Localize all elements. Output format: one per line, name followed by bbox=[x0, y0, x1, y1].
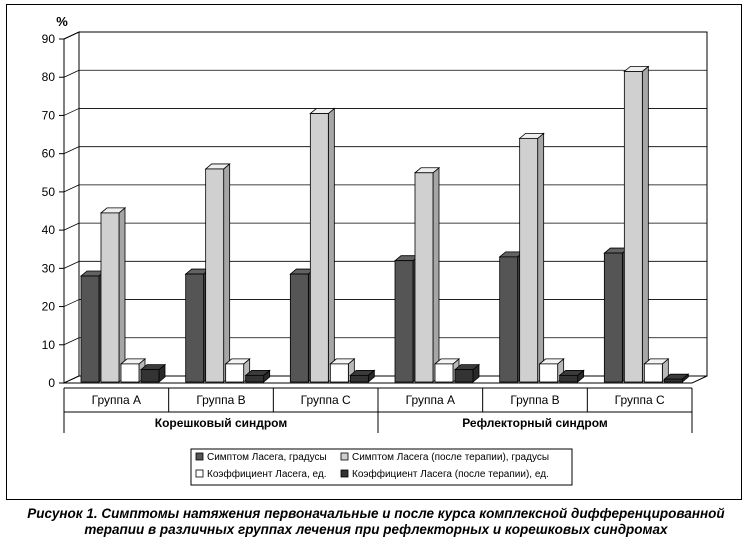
group-label: Рефлекторный синдром bbox=[462, 416, 608, 430]
category-label: Группа А bbox=[92, 393, 141, 407]
bar-side bbox=[641, 65, 649, 383]
bar bbox=[663, 378, 683, 383]
gridline-side bbox=[63, 108, 80, 116]
bar bbox=[623, 71, 643, 383]
bar bbox=[205, 168, 225, 383]
group-label: Корешковый синдром bbox=[155, 416, 288, 430]
bar bbox=[225, 363, 245, 383]
bar bbox=[309, 113, 329, 383]
bar-side bbox=[537, 132, 545, 383]
bar-side bbox=[432, 166, 440, 383]
category-label: Группа С bbox=[615, 393, 665, 407]
y-unit-label: % bbox=[56, 14, 68, 29]
y-tick-label: 80 bbox=[42, 70, 56, 84]
bar bbox=[643, 363, 663, 383]
bar bbox=[289, 273, 309, 383]
legend bbox=[190, 448, 573, 486]
legend-swatch bbox=[195, 469, 204, 478]
bar bbox=[434, 363, 454, 383]
gridline-side bbox=[63, 299, 80, 307]
legend-label: Симптом Ласега, градусы bbox=[207, 452, 327, 463]
y-tick-label: 20 bbox=[42, 300, 56, 314]
gridline-side bbox=[63, 337, 80, 346]
bar-side bbox=[118, 207, 126, 383]
y-tick-label: 90 bbox=[42, 32, 56, 46]
bar bbox=[185, 273, 205, 383]
gridline-side bbox=[63, 184, 80, 193]
bar bbox=[559, 374, 579, 383]
bar bbox=[414, 172, 434, 383]
bar bbox=[454, 369, 474, 383]
bar bbox=[519, 137, 539, 383]
figure-caption: Рисунок 1. Симптомы натяжения первоначал… bbox=[0, 506, 752, 538]
legend-swatch bbox=[195, 452, 204, 461]
bar bbox=[394, 260, 414, 383]
bar-side bbox=[223, 163, 231, 383]
bar bbox=[499, 256, 519, 383]
legend-label: Коэффициент Ласега (после терапии), ед. bbox=[352, 468, 549, 480]
legend-label: Симптом Ласега (после терапии), градусы bbox=[352, 452, 549, 463]
legend-swatch bbox=[340, 452, 349, 461]
y-tick-label: 30 bbox=[42, 261, 56, 275]
y-tick-label: 50 bbox=[42, 185, 56, 199]
caption-line-2: терапии в различных группах лечения при … bbox=[84, 522, 668, 537]
gridline-side bbox=[63, 222, 80, 231]
bar-chart: 0 10 20 30 40 50 60 70 80 90% Группа А Группа В Груп… bbox=[42, 14, 708, 486]
bar-side bbox=[327, 107, 335, 383]
bar bbox=[539, 363, 559, 383]
y-tick-label: 60 bbox=[42, 147, 56, 161]
category-label: Группа С bbox=[301, 393, 351, 407]
bar bbox=[80, 275, 100, 383]
y-tick-label: 0 bbox=[48, 376, 55, 390]
gridline-side bbox=[63, 146, 80, 155]
bar bbox=[329, 363, 349, 383]
legend-label: Коэффициент Ласега, ед. bbox=[207, 468, 326, 480]
y-tick-label: 40 bbox=[42, 223, 56, 237]
gridline-side bbox=[63, 69, 80, 78]
y-tick-label: 10 bbox=[42, 338, 56, 352]
bar bbox=[120, 363, 140, 383]
category-label: Группа А bbox=[406, 393, 455, 407]
gridline-side bbox=[63, 260, 80, 269]
gridline-side bbox=[63, 31, 80, 40]
y-tick-label: 70 bbox=[42, 108, 56, 122]
bar bbox=[349, 374, 369, 383]
bar bbox=[245, 374, 265, 383]
bar bbox=[603, 252, 623, 383]
side-wall bbox=[63, 31, 80, 384]
category-label: Группа В bbox=[196, 393, 245, 407]
bar bbox=[140, 369, 160, 383]
caption-line-1: Рисунок 1. Симптомы натяжения первоначал… bbox=[27, 506, 725, 521]
figure-frame bbox=[6, 4, 742, 500]
category-label: Группа В bbox=[510, 393, 559, 407]
legend-swatch bbox=[340, 469, 349, 478]
bar bbox=[100, 212, 120, 383]
